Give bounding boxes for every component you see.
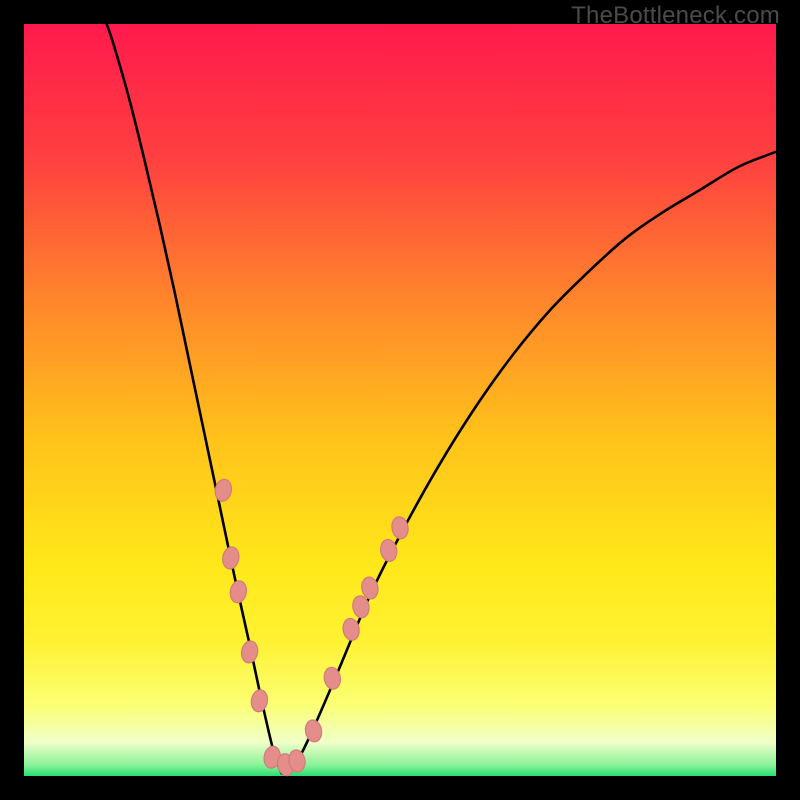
chart-stage: TheBottleneck.com bbox=[0, 0, 800, 800]
watermark-text: TheBottleneck.com bbox=[571, 2, 780, 30]
gradient-background bbox=[24, 24, 776, 776]
